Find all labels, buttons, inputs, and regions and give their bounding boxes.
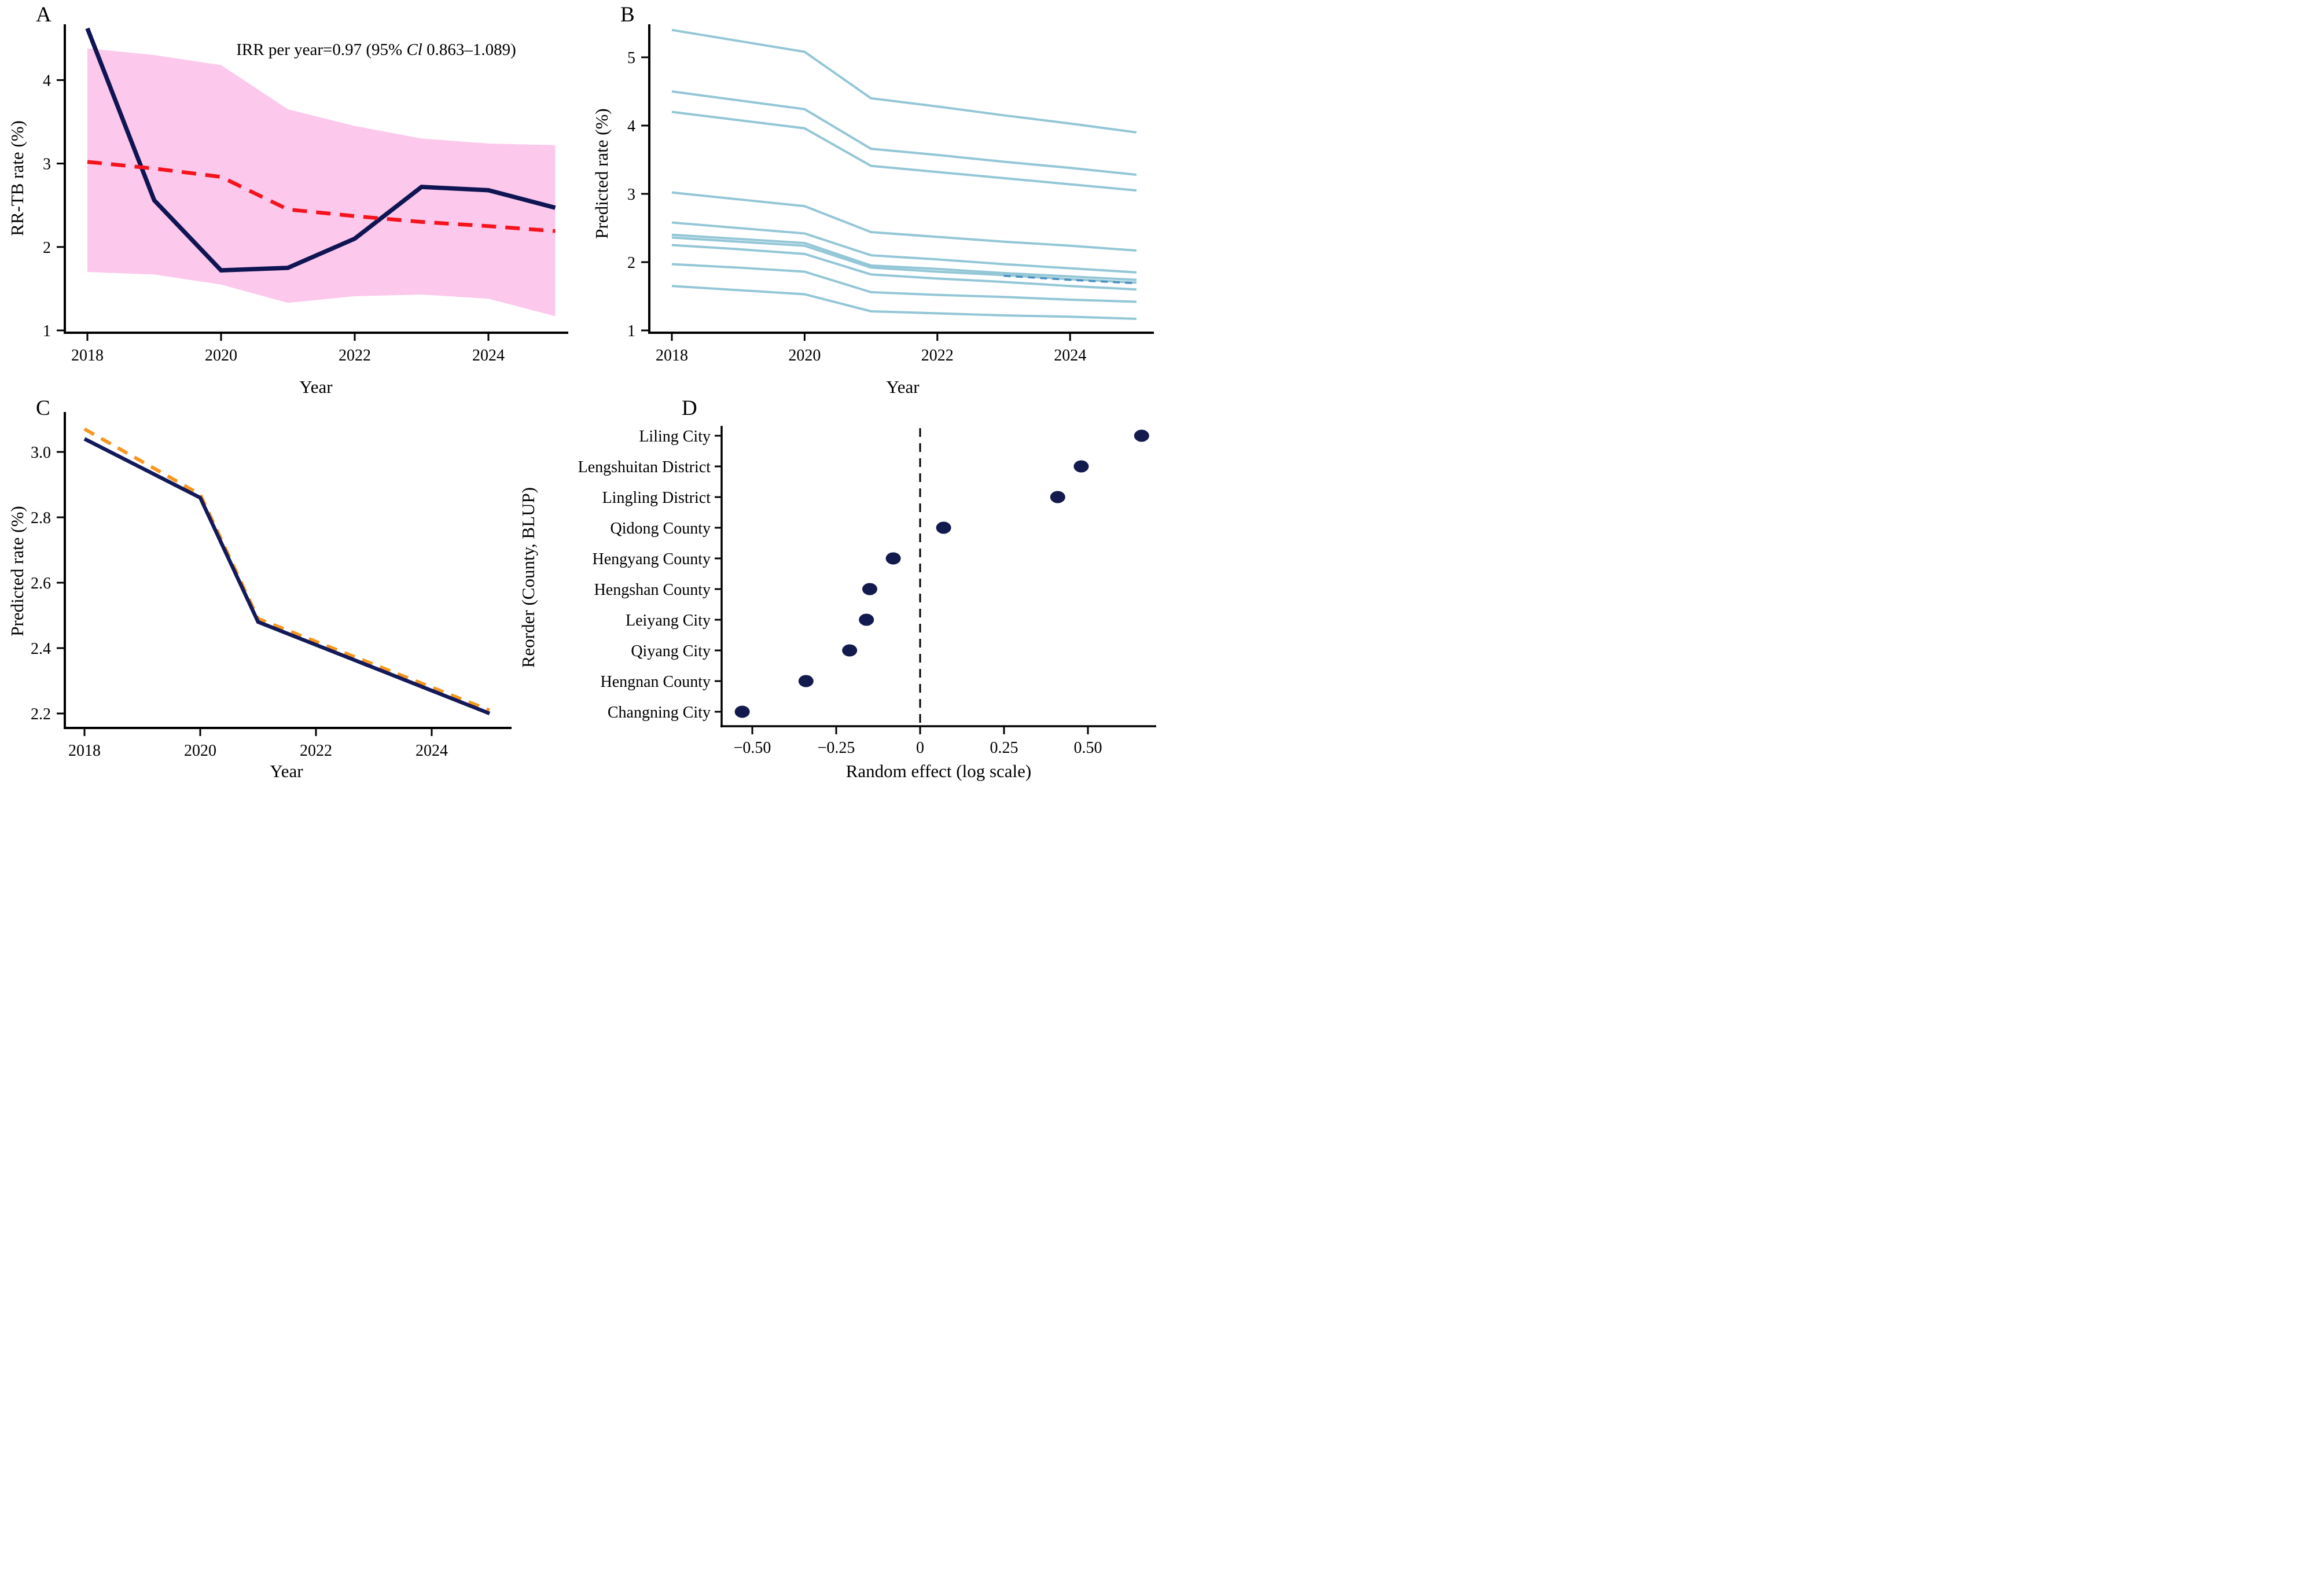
panel-b-county-prediction-1-line bbox=[671, 28, 1137, 134]
panel-d-x-tick-label: 0 bbox=[916, 739, 924, 757]
panel-a-x-axis-title: Year bbox=[299, 377, 333, 397]
panel-d-random-effect-dot bbox=[734, 705, 750, 718]
panel-a-x-tick-label: 2022 bbox=[339, 347, 371, 365]
four-panel-figure: 1 2 3 4 2018 2020 2022 2024 1 2 3 4 5 2018 2020 2022 202… bbox=[0, 0, 1162, 789]
panel-a-observed-rr-tb-rate-line bbox=[85, 27, 556, 273]
panel-d-x-tick-label: −0.25 bbox=[818, 739, 855, 757]
panel-b-y-tick-label: 3 bbox=[627, 186, 635, 204]
panel-d-random-effect-dot bbox=[936, 521, 951, 534]
panel-d-x-axis-title: Random effect (log scale) bbox=[845, 761, 1032, 781]
panel-b-county-prediction-3-line bbox=[671, 111, 1137, 192]
panel-c-y-tick-label: 2.2 bbox=[31, 705, 51, 723]
panel-a-letter: A bbox=[36, 3, 52, 27]
panel-b-y-tick-label: 5 bbox=[627, 49, 635, 67]
panel-b-y-axis-title: Predicted rate (%) bbox=[591, 108, 612, 239]
panel-b-county-prediction-5-line bbox=[671, 221, 1137, 274]
panel-a-fitted-rr-tb-rate-line bbox=[87, 160, 556, 233]
panel-d-random-effect-dot bbox=[859, 613, 874, 626]
panel-c-x-axis-title: Year bbox=[270, 761, 303, 781]
panel-b-x-tick-label: 2018 bbox=[656, 347, 688, 365]
panel-d-county-label: Hengshan County bbox=[594, 581, 711, 599]
panel-a-y-tick-label: 3 bbox=[43, 156, 51, 174]
panel-d-county-label: Lengshuitan District bbox=[578, 458, 711, 476]
panel-c-y-tick-label: 2.8 bbox=[31, 509, 51, 527]
panel-c-y-tick-label: 2.4 bbox=[31, 640, 51, 658]
panel-b-x-axis-title: Year bbox=[886, 377, 920, 397]
panel-b-x-tick-label: 2024 bbox=[1054, 347, 1086, 365]
panel-b-county-prediction-8-line bbox=[671, 244, 1137, 291]
panel-d-y-axis-title: Reorder (County, BLUP) bbox=[518, 487, 538, 668]
panel-b-county-prediction-4-line bbox=[671, 191, 1137, 252]
annotation-suffix: 0.863–1.089) bbox=[422, 41, 516, 59]
panel-c-x-tick-label: 2024 bbox=[415, 742, 448, 760]
panel-d-random-effect-dot bbox=[1073, 460, 1089, 473]
panel-d-random-effect-dot bbox=[1134, 429, 1149, 442]
panel-c-marginal-prediction-dashed-line bbox=[83, 427, 491, 712]
panel-a-confidence-band bbox=[87, 48, 556, 317]
panel-b-county-prediction-6-line bbox=[671, 233, 1137, 281]
panel-b-y-tick-label: 2 bbox=[627, 254, 635, 272]
panel-d-county-label: Changning City bbox=[608, 704, 711, 722]
panel-a-y-tick-label: 2 bbox=[43, 239, 51, 257]
annotation-ci-italic: Cl bbox=[406, 41, 422, 59]
panel-d-random-effect-dot bbox=[842, 644, 858, 657]
panel-a-y-tick-label: 1 bbox=[43, 322, 51, 340]
panel-c-y-tick-label: 3.0 bbox=[31, 444, 51, 462]
panel-d-county-label: Qidong County bbox=[611, 520, 711, 538]
panel-d-letter: D bbox=[682, 396, 697, 420]
panel-d-county-label: Leiyang City bbox=[626, 612, 711, 630]
panel-b-x-tick-label: 2020 bbox=[788, 347, 821, 365]
panel-a-x-tick-label: 2024 bbox=[472, 347, 505, 365]
panel-d-x-tick-label: −0.50 bbox=[734, 739, 771, 757]
panel-c-y-axis-title: Predicted rate (%) bbox=[7, 506, 27, 637]
panel-c-y-tick-label: 2.6 bbox=[31, 575, 51, 593]
panel-c-x-tick-label: 2020 bbox=[184, 742, 216, 760]
panel-b-y-tick-label: 1 bbox=[627, 322, 635, 340]
panel-c-x-tick-label: 2022 bbox=[300, 742, 332, 760]
panel-d-county-label: Qiyang City bbox=[631, 642, 711, 660]
panel-d-county-label: Liling City bbox=[639, 428, 711, 446]
panel-a-x-tick-label: 2018 bbox=[71, 347, 104, 365]
panel-d-random-effect-dot bbox=[798, 675, 814, 687]
panel-c-letter: C bbox=[36, 396, 50, 420]
panel-d-random-effect-dot bbox=[862, 583, 877, 595]
panel-c-blup-prediction-solid-line bbox=[83, 437, 491, 716]
panel-d-county-label: Hengnan County bbox=[600, 673, 711, 691]
panel-b-letter: B bbox=[620, 3, 635, 27]
figure-canvas: 1 2 3 4 2018 2020 2022 2024 1 2 3 4 5 2018 2020 2022 202… bbox=[31, 24, 1156, 760]
panel-d-county-label: Hengyang County bbox=[592, 550, 711, 568]
panel-a-y-axis-title: RR-TB rate (%) bbox=[7, 120, 27, 236]
panel-a-y-tick-label: 4 bbox=[43, 72, 51, 90]
panel-a-x-tick-label: 2020 bbox=[205, 347, 237, 365]
panel-c-x-tick-label: 2018 bbox=[68, 742, 101, 760]
panel-d-county-label: Lingling District bbox=[602, 489, 711, 507]
panel-b-x-tick-label: 2022 bbox=[921, 347, 954, 365]
panel-d-x-tick-label: 0.50 bbox=[1074, 739, 1102, 757]
panel-b-county-prediction-9-line bbox=[671, 263, 1137, 303]
panel-d-random-effect-dot bbox=[1050, 491, 1065, 503]
panel-b-mean-dashed-segment bbox=[1003, 274, 1137, 285]
panel-d-x-tick-label: 0.25 bbox=[990, 739, 1018, 757]
annotation-prefix: IRR per year=0.97 (95% bbox=[236, 41, 407, 59]
panel-d-random-effect-dot bbox=[885, 552, 901, 565]
panel-b-y-tick-label: 4 bbox=[627, 117, 635, 135]
panel-b-county-prediction-2-line bbox=[671, 90, 1137, 176]
panel-b-county-prediction-10-line bbox=[671, 285, 1137, 320]
panel-a-irr-annotation: IRR per year=0.97 (95% Cl 0.863–1.089) bbox=[116, 39, 637, 60]
